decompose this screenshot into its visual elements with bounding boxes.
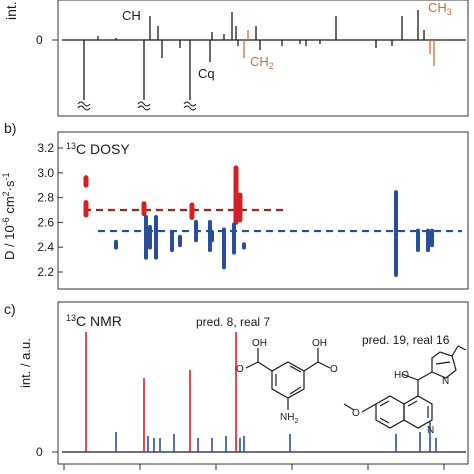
bond-acid-right bbox=[303, 361, 319, 372]
bond-quinuclidine bbox=[417, 371, 433, 381]
dosy-red-mark bbox=[141, 201, 147, 217]
dosy-blue-mark bbox=[232, 222, 236, 255]
dosy-marks bbox=[83, 165, 462, 277]
o-right: O bbox=[330, 364, 338, 375]
ring-double-bond-3 bbox=[289, 365, 302, 373]
dosy-blue-mark bbox=[222, 227, 226, 270]
dosy-ytick-label: 2.2 bbox=[37, 265, 54, 279]
panel-a-zero-tick: 0 bbox=[36, 33, 43, 47]
a-break-mark bbox=[77, 105, 91, 111]
panel-a-frame bbox=[57, 0, 469, 117]
ring-double-bond-2 bbox=[289, 386, 302, 395]
bond-methyl bbox=[343, 403, 355, 411]
a-break-mark bbox=[77, 101, 91, 107]
oh-left: OH bbox=[252, 338, 267, 349]
nmr-title: 13C NMR bbox=[66, 313, 122, 329]
ch3-label: CH3 bbox=[428, 0, 452, 17]
dosy-blue-mark bbox=[114, 239, 118, 250]
a-break-mark bbox=[183, 105, 197, 111]
o-methoxy: O bbox=[352, 408, 360, 419]
ring-db-a2 bbox=[379, 417, 390, 424]
molecule-quinine bbox=[343, 345, 467, 429]
ring-db-a1 bbox=[379, 400, 390, 407]
panel-b: b) 13C DOSY D / 10-6 cm2·s-1 3.2 3.0 2.8 2.… bbox=[1, 120, 469, 290]
dosy-ytick-label: 2.4 bbox=[37, 240, 54, 254]
dosy-blue-mark bbox=[242, 242, 246, 250]
dosy-blue-mark bbox=[194, 219, 198, 243]
dosy-ytick-label: 2.8 bbox=[37, 191, 54, 205]
dosy-blue-mark bbox=[144, 214, 148, 260]
panel-c-zero-tick: 0 bbox=[36, 445, 43, 459]
panel-c-letter: c) bbox=[4, 301, 16, 317]
dosy-blue-mark bbox=[416, 228, 420, 253]
bond-oh-left bbox=[245, 361, 259, 369]
benzene-ring bbox=[271, 361, 305, 399]
dosy-red-mark bbox=[83, 200, 89, 218]
panel-a-ylabel: int. bbox=[3, 1, 19, 20]
dosy-blue-mark bbox=[430, 228, 434, 248]
dosy-ylabel: D / 10-6 cm2·s-1 bbox=[1, 172, 17, 260]
ring-db-b1 bbox=[407, 400, 418, 407]
dosy-blue-mark bbox=[170, 229, 174, 253]
vinyl-2 bbox=[457, 345, 467, 351]
panel-c-xaxis-ticks bbox=[63, 464, 445, 470]
ch-label: CH bbox=[122, 8, 141, 23]
n-quinuclidine: N bbox=[442, 376, 449, 387]
pred-label-1: pred. 8, real 7 bbox=[196, 315, 270, 329]
dosy-red-mark bbox=[189, 202, 195, 220]
dosy-blue-mark bbox=[426, 228, 430, 253]
panel-c-spectrum bbox=[62, 332, 466, 453]
cq-label: Cq bbox=[198, 66, 215, 81]
dosy-blue-mark bbox=[148, 224, 152, 250]
dosy-title: 13C DOSY bbox=[66, 141, 130, 157]
a-break-mark bbox=[137, 101, 151, 107]
bond-oh bbox=[401, 373, 419, 381]
dosy-blue-mark bbox=[210, 229, 214, 243]
bond-acid-left bbox=[257, 361, 273, 372]
dosy-red-mark bbox=[83, 175, 89, 188]
panel-c-frame bbox=[57, 301, 469, 465]
panel-b-frame bbox=[57, 131, 469, 290]
dosy-yaxis-ticks: 3.2 3.0 2.8 2.6 2.4 2.2 bbox=[37, 141, 63, 279]
a-break-mark bbox=[137, 105, 151, 111]
dosy-blue-mark bbox=[178, 234, 182, 248]
oh-right: OH bbox=[312, 338, 327, 349]
vinyl-1 bbox=[451, 345, 459, 357]
molecule-aminoisophthalic-acid bbox=[245, 348, 331, 410]
panel-b-letter: b) bbox=[4, 120, 16, 136]
a-break-mark bbox=[183, 101, 197, 107]
pred-label-2: pred. 19, real 16 bbox=[362, 333, 450, 347]
dosy-ytick-label: 3.2 bbox=[37, 141, 54, 155]
ho-label: HO bbox=[394, 370, 409, 381]
bond-oh-right bbox=[317, 361, 331, 369]
o-left: O bbox=[236, 364, 244, 375]
n-quinoline: N bbox=[427, 425, 434, 436]
panel-c: c) 13C NMR int. / a.u. 0 pred. 8, real 7… bbox=[4, 301, 469, 470]
nh2-label: NH2 bbox=[280, 412, 298, 425]
dosy-ytick-label: 2.6 bbox=[37, 215, 54, 229]
panel-a-spectrum bbox=[62, 10, 466, 111]
dosy-ytick-label: 3.0 bbox=[37, 166, 54, 180]
quinoline-ring-a bbox=[375, 395, 405, 429]
ch2-label: CH2 bbox=[250, 54, 274, 71]
nmr-ylabel: int. / a.u. bbox=[18, 338, 33, 388]
panel-a: int. 0 CH Cq CH2 CH3 bbox=[3, 0, 469, 117]
dosy-blue-mark bbox=[394, 190, 398, 277]
quinuclidine-bridge bbox=[435, 361, 451, 365]
dosy-red-mark bbox=[233, 165, 239, 225]
bond-methoxy bbox=[361, 403, 377, 413]
dosy-red-mark bbox=[237, 205, 243, 223]
dosy-blue-mark bbox=[154, 214, 158, 260]
